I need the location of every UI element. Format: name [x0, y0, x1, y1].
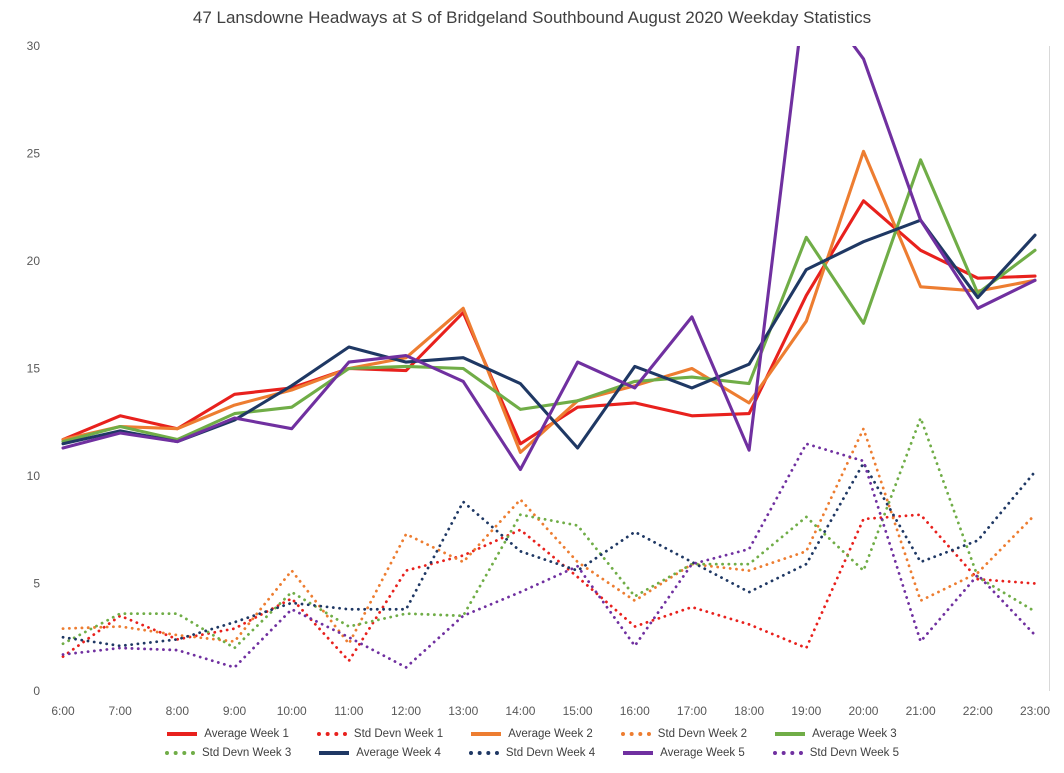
x-tick-label: 11:00: [334, 704, 363, 718]
legend-label: Std Devn Week 3: [201, 747, 292, 759]
legend-label: Std Devn Week 2: [657, 728, 748, 740]
legend-swatch: [620, 732, 651, 736]
legend-label: Std Devn Week 4: [505, 747, 596, 759]
x-tick-label: 16:00: [620, 704, 650, 718]
series-group: [61, 46, 1037, 669]
series-line-std-devn-week-1: [61, 513, 1037, 663]
x-tick-label: 9:00: [223, 704, 247, 718]
legend-label: Average Week 1: [204, 728, 289, 740]
legend-swatch: [167, 732, 198, 736]
legend-swatch: [772, 751, 803, 755]
series-line-average-week-5: [61, 46, 1037, 472]
x-tick-label: 22:00: [963, 704, 993, 718]
x-tick-label: 14:00: [505, 704, 535, 718]
x-tick-label: 12:00: [391, 704, 421, 718]
legend-row: Std Devn Week 3 Average Week 4 Std Devn We…: [164, 747, 900, 759]
legend-swatch: [316, 732, 347, 736]
x-tick-label: 13:00: [448, 704, 478, 718]
y-tick-label: 15: [27, 362, 41, 376]
legend-swatch: [775, 732, 806, 736]
legend-item-average-week-3: Average Week 3: [775, 728, 897, 740]
x-tick-label: 15:00: [563, 704, 593, 718]
legend-label: Average Week 2: [508, 728, 593, 740]
series-line-std-devn-week-2: [61, 427, 1037, 646]
legend-item-std-devn-week-3: Std Devn Week 3: [164, 747, 292, 759]
legend-item-std-devn-week-4: Std Devn Week 4: [468, 747, 596, 759]
x-tick-label: 20:00: [848, 704, 878, 718]
x-tick-label: 7:00: [108, 704, 132, 718]
series-line-std-devn-week-5: [61, 442, 1037, 669]
chart-title: 47 Lansdowne Headways at S of Bridgeland…: [192, 8, 872, 27]
x-tick-label: 19:00: [791, 704, 821, 718]
series-line-average-week-2: [61, 149, 1037, 454]
y-tick-label: 30: [27, 39, 41, 53]
headways-line-chart: 0 5 10 15 20 25 30 6:00 7:00 8:00 9:00 10:00 11:00 12…: [27, 39, 1051, 718]
legend-swatch: [471, 732, 502, 736]
legend-swatch: [623, 751, 654, 755]
series-line-std-devn-week-4: [61, 461, 1037, 648]
legend-swatch: [164, 751, 195, 755]
x-tick-label: 17:00: [677, 704, 707, 718]
chart-legend: Average Week 1 Std Devn Week 1 Average Wee…: [0, 728, 1064, 759]
legend-swatch: [319, 751, 350, 755]
y-tick-label: 10: [27, 469, 41, 483]
legend-item-average-week-2: Average Week 2: [471, 728, 593, 740]
series-line-average-week-3: [61, 158, 1037, 444]
legend-swatch: [468, 751, 499, 755]
x-tick-label: 8:00: [166, 704, 190, 718]
legend-item-std-devn-week-2: Std Devn Week 2: [620, 728, 748, 740]
legend-item-average-week-4: Average Week 4: [319, 747, 441, 759]
legend-item-std-devn-week-5: Std Devn Week 5: [772, 747, 900, 759]
legend-row: Average Week 1 Std Devn Week 1 Average Wee…: [167, 728, 897, 740]
y-tick-label: 0: [33, 684, 40, 698]
x-tick-label: 18:00: [734, 704, 764, 718]
series-line-std-devn-week-3: [61, 416, 1037, 650]
y-tick-label: 20: [27, 254, 41, 268]
legend-label: Average Week 5: [660, 747, 745, 759]
legend-label: Average Week 3: [812, 728, 897, 740]
x-tick-label: 23:00: [1020, 704, 1050, 718]
legend-label: Std Devn Week 5: [809, 747, 900, 759]
x-tick-label: 21:00: [906, 704, 936, 718]
x-tick-label: 6:00: [51, 704, 75, 718]
y-tick-label: 25: [27, 147, 41, 161]
legend-label: Average Week 4: [356, 747, 441, 759]
legend-item-std-devn-week-1: Std Devn Week 1: [316, 728, 444, 740]
legend-item-average-week-5: Average Week 5: [623, 747, 745, 759]
series-line-average-week-1: [61, 199, 1037, 446]
x-tick-label: 10:00: [277, 704, 307, 718]
legend-item-average-week-1: Average Week 1: [167, 728, 289, 740]
y-tick-label: 5: [33, 577, 40, 591]
legend-label: Std Devn Week 1: [353, 728, 444, 740]
